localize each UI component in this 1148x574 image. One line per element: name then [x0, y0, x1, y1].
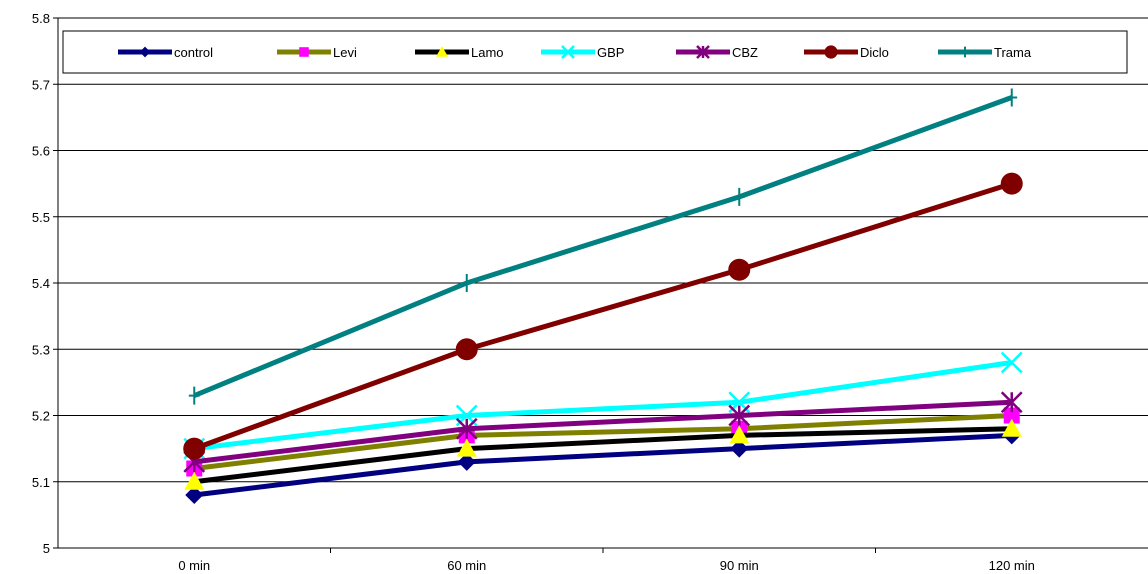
legend-label: GBP [597, 45, 624, 60]
legend-marker [436, 46, 448, 57]
x-tick-label: 0 min [178, 558, 210, 573]
series-line [193, 360, 1013, 452]
legend-entry-levi: Levi [277, 45, 357, 60]
y-tick-label: 5.1 [32, 475, 50, 490]
data-point [728, 404, 751, 427]
data-point [733, 187, 745, 206]
series-line [193, 181, 1013, 451]
series-line [193, 432, 1012, 498]
data-point [184, 471, 205, 490]
series-diclo [183, 172, 1023, 460]
legend-entry-lamo: Lamo [415, 45, 504, 60]
data-point [729, 425, 750, 444]
series-line [193, 95, 1013, 398]
series-lines [183, 88, 1023, 504]
legend-marker [824, 45, 838, 59]
legend-entry-cbz: CBZ [676, 45, 758, 60]
y-tick-label: 5 [43, 541, 50, 556]
data-point [456, 438, 477, 457]
y-tick-label: 5.4 [32, 276, 50, 291]
legend-marker [696, 45, 710, 59]
legend-label: Trama [994, 45, 1032, 60]
y-tick-label: 5.8 [32, 11, 50, 26]
legend-label: CBZ [732, 45, 758, 60]
data-point [1000, 172, 1023, 195]
data-point [1001, 418, 1022, 437]
series-line [193, 413, 1012, 471]
data-point [1000, 351, 1023, 374]
data-point [183, 437, 206, 460]
legend: control Levi Lamo GBP CBZ Diclo Trama [62, 30, 1128, 74]
legend-marker [139, 46, 151, 58]
series-trama [188, 88, 1018, 405]
y-tick-label: 5.2 [32, 409, 50, 424]
data-point [457, 452, 476, 471]
legend-label: Diclo [860, 45, 889, 60]
y-axis-tick-labels: 5 5.1 5.2 5.3 5.4 5.5 5.6 5.7 5.8 [32, 11, 50, 556]
legend-entry-diclo: Diclo [804, 45, 889, 60]
legend-entry-gbp: GBP [541, 45, 624, 60]
legend-label: control [174, 45, 213, 60]
legend-marker [299, 47, 309, 57]
series-cbz [183, 391, 1023, 473]
legend-marker [561, 45, 575, 59]
data-point [455, 417, 478, 440]
legend-marker [961, 46, 969, 58]
x-tick-label: 120 min [989, 558, 1035, 573]
y-tick-label: 5.6 [32, 144, 50, 159]
legend-label: Levi [333, 45, 357, 60]
data-point [455, 338, 478, 361]
gridlines [58, 17, 1148, 483]
y-tick-label: 5.7 [32, 77, 50, 92]
data-point [1000, 391, 1023, 414]
series-line [193, 426, 1012, 485]
y-tick-label: 5.5 [32, 210, 50, 225]
data-point [185, 486, 204, 504]
legend-entry-control: control [118, 45, 213, 60]
y-tick-label: 5.3 [32, 342, 50, 357]
axes [53, 17, 1148, 553]
data-point [1003, 407, 1020, 424]
series-line [193, 399, 1012, 465]
x-tick-label: 60 min [447, 558, 486, 573]
legend-label: Lamo [471, 45, 504, 60]
x-tick-label: 90 min [720, 558, 759, 573]
series-lamo [184, 418, 1022, 490]
data-point [1006, 88, 1018, 107]
data-point [728, 258, 751, 281]
data-point [461, 274, 473, 292]
x-axis-tick-labels: 0 min 60 min 90 min 120 min [178, 558, 1035, 573]
data-point [730, 439, 749, 458]
legend-entry-trama: Trama [938, 45, 1032, 60]
data-point [188, 386, 200, 405]
